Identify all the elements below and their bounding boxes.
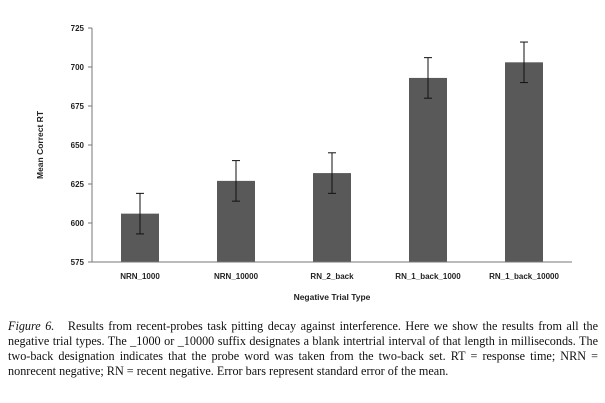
x-tick-label: NRN_10000 [214, 272, 259, 281]
y-axis-title: Mean Correct RT [35, 110, 45, 179]
bar [409, 77, 447, 262]
x-tick-label: RN_2_back [310, 272, 354, 281]
bar-chart: 575 600 625 650 675 700 725 NRN_1000 NRN_10000 R… [35, 24, 572, 302]
y-tick-label: 650 [71, 141, 85, 150]
x-axis-title: Negative Trial Type [294, 292, 371, 302]
y-tick-label: 725 [71, 24, 85, 33]
error-bar [328, 152, 336, 194]
figure-label: Figure 6. [8, 319, 55, 333]
x-tick-label: RN_1_back_10000 [489, 272, 559, 281]
y-tick-label: 625 [71, 180, 85, 189]
y-tick-label: 575 [71, 258, 85, 267]
x-tick-label: RN_1_back_1000 [395, 272, 461, 281]
bar [505, 62, 543, 262]
x-tick-label: NRN_1000 [120, 272, 160, 281]
y-tick-label: 600 [71, 219, 85, 228]
y-tick-label: 700 [71, 63, 85, 72]
x-axis: NRN_1000 NRN_10000 RN_2_back RN_1_back_1000… [92, 261, 572, 281]
y-axis: 575 600 625 650 675 700 725 [71, 24, 93, 267]
y-tick-label: 675 [71, 102, 85, 111]
caption-text: Results from recent-probes task pitting … [8, 319, 599, 378]
bars [121, 41, 543, 262]
error-bar [424, 57, 432, 99]
error-bar [136, 192, 144, 235]
error-bar [520, 41, 528, 84]
error-bar [232, 160, 240, 202]
figure-caption: Figure 6. Results from recent-probes tas… [8, 319, 598, 379]
